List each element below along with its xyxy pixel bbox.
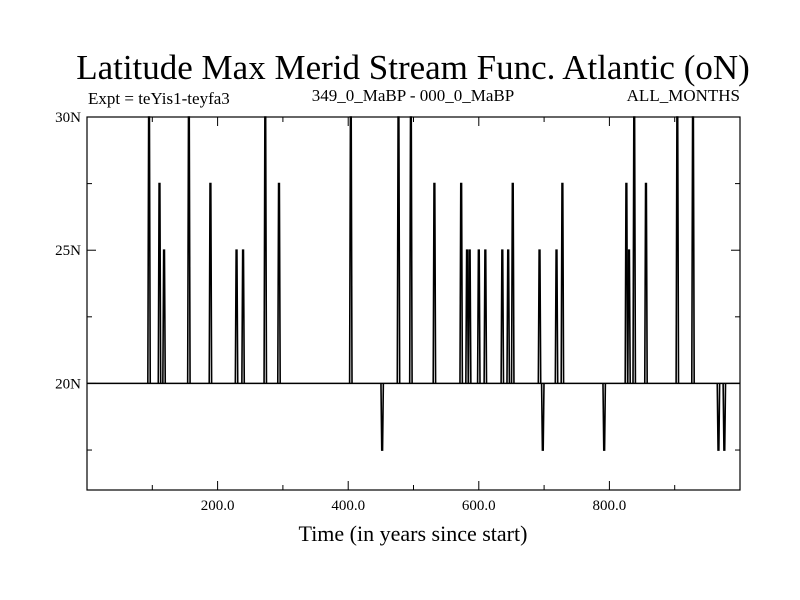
series-spike xyxy=(506,249,511,384)
chart-subtitle-left: Expt = teYis1-teyfa3 xyxy=(88,89,230,108)
series-spike xyxy=(234,249,239,384)
series-spike xyxy=(263,116,268,384)
series-spike xyxy=(643,182,648,384)
series-spike xyxy=(276,182,281,384)
x-tick-label: 600.0 xyxy=(462,498,496,514)
chart-subtitle-center: 349_0_MaBP - 000_0_MaBP xyxy=(312,86,514,105)
series-spike xyxy=(675,116,680,384)
series-spike xyxy=(690,116,695,384)
x-axis-label: Time (in years since start) xyxy=(299,521,528,546)
series-spike xyxy=(540,383,545,451)
chart-subtitle-right: ALL_MONTHS xyxy=(627,86,740,105)
series-spike xyxy=(147,116,152,384)
series-spike xyxy=(396,116,401,384)
x-tick-label: 400.0 xyxy=(331,498,365,514)
series-spike xyxy=(500,249,505,384)
series-spike xyxy=(380,383,385,451)
series-spike xyxy=(476,249,481,384)
y-tick-label: 25N xyxy=(55,243,81,259)
chart-title: Latitude Max Merid Stream Func. Atlantic… xyxy=(76,48,750,87)
series-spike xyxy=(432,182,437,384)
series-spike xyxy=(348,116,353,384)
series-spike xyxy=(560,182,565,384)
series-spike xyxy=(459,182,464,384)
series-spike xyxy=(602,383,607,451)
series-spike xyxy=(716,383,721,451)
x-tick-label: 800.0 xyxy=(593,498,627,514)
series-spike xyxy=(510,182,515,384)
x-tick-label: 200.0 xyxy=(201,498,235,514)
series-spike xyxy=(241,249,246,384)
plot-frame xyxy=(86,116,741,491)
series-spike xyxy=(467,249,472,384)
series-spike xyxy=(162,249,167,384)
series-spike xyxy=(554,249,559,384)
series-spike xyxy=(537,249,542,384)
series-spike xyxy=(626,249,631,384)
series-spike xyxy=(208,182,213,384)
series-spike xyxy=(157,182,162,384)
series-spike xyxy=(483,249,488,384)
series-spike xyxy=(624,182,629,384)
series-spike xyxy=(186,116,191,384)
y-tick-label: 20N xyxy=(55,376,81,392)
series-spike xyxy=(465,249,470,384)
series-spike xyxy=(722,383,727,451)
series-spike xyxy=(408,116,413,384)
y-tick-label: 30N xyxy=(55,110,81,126)
series-spike xyxy=(632,116,637,384)
